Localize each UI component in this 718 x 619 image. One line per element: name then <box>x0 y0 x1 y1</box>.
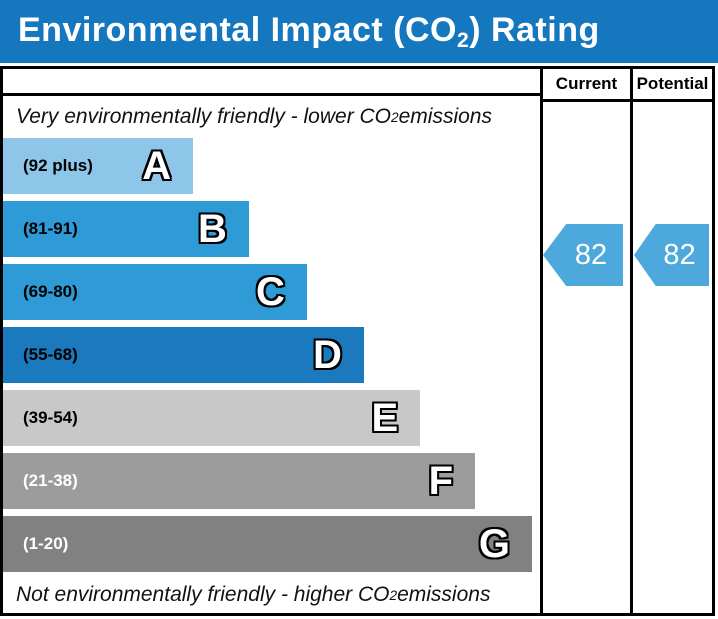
band-letter: E <box>371 396 399 440</box>
band-letter: F <box>428 459 454 503</box>
band-range-label: (21-38) <box>23 471 78 490</box>
band-row-c: (69-80) C <box>3 264 307 320</box>
band-range-label: (69-80) <box>23 282 78 301</box>
current-rating-arrow: 82 <box>543 224 623 286</box>
potential-column-body: 82 <box>633 102 712 613</box>
chart-title-band: Environmental Impact (CO2) Rating <box>0 0 718 63</box>
band-row-d: (55-68) D <box>3 327 364 383</box>
band-range-label: (55-68) <box>23 345 78 364</box>
scale-note-bottom: Not environmentally friendly - higher CO… <box>16 583 491 606</box>
band-letter: C <box>256 270 285 314</box>
band-row-g: (1-20) G <box>3 516 532 572</box>
title-co2-subscript: 2 <box>456 28 470 52</box>
page-title: Environmental Impact (CO2) Rating <box>18 10 600 52</box>
band-row-a: (92 plus) A <box>3 138 194 194</box>
current-column: Current 82 <box>540 69 630 613</box>
current-rating-value: 82 <box>574 238 608 271</box>
band-letter: A <box>142 144 172 188</box>
bands-column: Very environmentally friendly - lower CO… <box>3 69 540 613</box>
epc-rating-table: Very environmentally friendly - lower CO… <box>0 66 715 616</box>
bands-column-body: Very environmentally friendly - lower CO… <box>3 96 540 613</box>
band-row-f: (21-38) F <box>3 453 476 509</box>
band-letter: D <box>312 333 342 377</box>
band-letter: B <box>198 207 227 251</box>
band-range-label: (81-91) <box>23 219 78 238</box>
current-column-body: 82 <box>543 102 630 613</box>
band-row-e: (39-54) E <box>3 390 421 446</box>
band-range-label: (92 plus) <box>23 156 93 175</box>
potential-rating-arrow: 82 <box>634 224 709 286</box>
band-range-label: (39-54) <box>23 408 78 427</box>
potential-rating-value: 82 <box>663 238 696 271</box>
potential-column-header: Potential <box>633 69 712 102</box>
potential-column: Potential 82 <box>630 69 712 613</box>
band-range-label: (1-20) <box>23 534 69 553</box>
band-row-b: (81-91) B <box>3 201 249 257</box>
bands-column-header <box>3 69 540 96</box>
scale-note-top: Very environmentally friendly - lower CO… <box>16 105 492 128</box>
band-letter: G <box>478 522 510 566</box>
current-column-header: Current <box>543 69 630 102</box>
